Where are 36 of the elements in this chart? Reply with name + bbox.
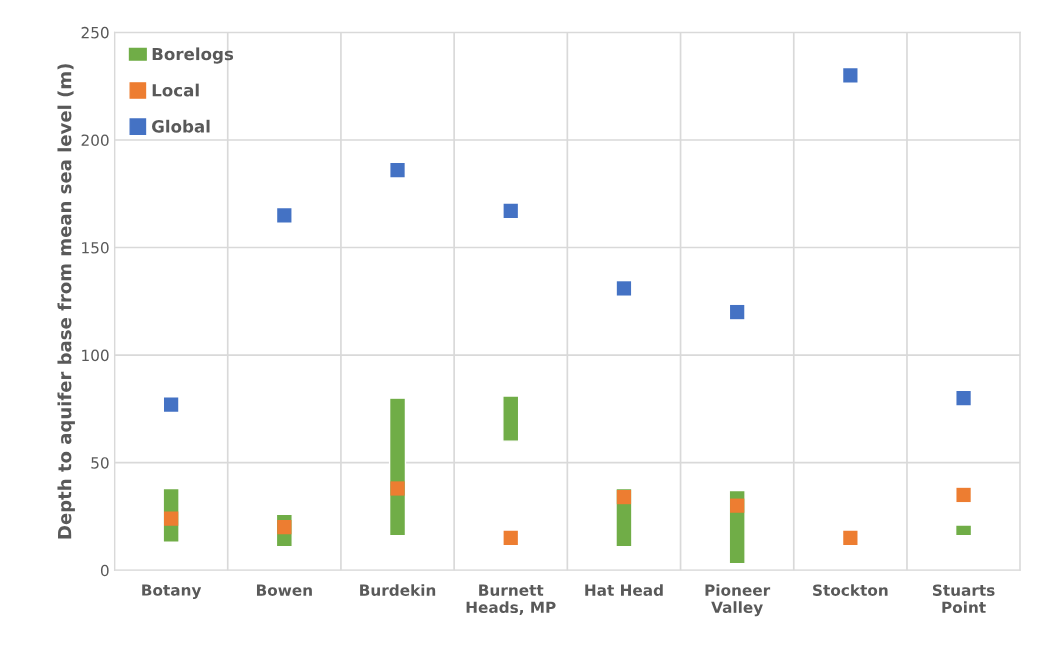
legend-label: Global bbox=[152, 119, 210, 133]
point bbox=[164, 397, 179, 412]
x-tick-label: Pioneer Valley bbox=[705, 584, 771, 617]
point bbox=[843, 530, 858, 546]
point bbox=[730, 304, 745, 320]
x-tick-label: Stockton bbox=[813, 584, 888, 596]
x-tick-label: Stuarts Point bbox=[932, 584, 995, 614]
legend-label: Local bbox=[152, 83, 199, 97]
y-tick-label: 150 bbox=[82, 242, 109, 254]
y-tick-label: 200 bbox=[81, 134, 109, 146]
point bbox=[730, 498, 745, 513]
x-tick-label: Hat Head bbox=[585, 584, 663, 596]
x-tick-label: Botany bbox=[142, 584, 202, 599]
x-tick-label: Burnett Heads, MP bbox=[466, 584, 556, 616]
point bbox=[503, 530, 518, 546]
point bbox=[277, 208, 292, 223]
y-tick-label: 100 bbox=[82, 349, 109, 362]
y-tick-label: 50 bbox=[91, 457, 109, 469]
bar bbox=[502, 395, 520, 442]
point bbox=[503, 203, 518, 219]
legend-label: Borelogs bbox=[152, 47, 234, 64]
point bbox=[616, 489, 632, 505]
bar bbox=[388, 397, 407, 537]
point bbox=[843, 68, 858, 83]
point bbox=[616, 281, 632, 296]
bar bbox=[954, 524, 973, 537]
point bbox=[390, 481, 405, 496]
x-tick-label: Burdekin bbox=[360, 584, 436, 596]
point bbox=[956, 487, 971, 503]
y-tick-label: 0 bbox=[100, 564, 109, 577]
x-tick-label: Bowen bbox=[256, 584, 312, 596]
point bbox=[956, 391, 971, 406]
y-tick-label: 250 bbox=[81, 26, 109, 39]
y-axis-title: Depth to aquifer base from mean sea level (m) bbox=[57, 64, 75, 539]
point bbox=[277, 520, 292, 535]
point bbox=[390, 162, 405, 178]
